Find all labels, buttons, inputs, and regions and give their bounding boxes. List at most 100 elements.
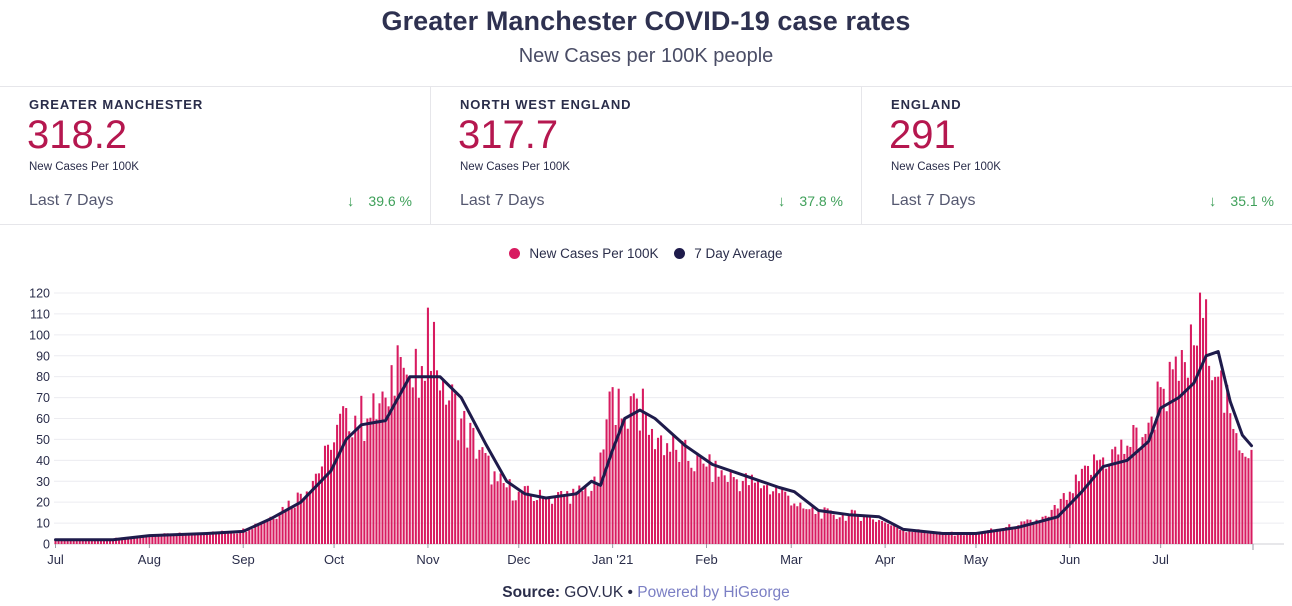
bar — [432, 321, 436, 544]
bar — [466, 447, 469, 544]
bar — [96, 539, 99, 544]
card-region-name: NORTH WEST ENGLAND — [460, 97, 632, 112]
bar — [999, 529, 1002, 544]
bar — [987, 530, 990, 544]
bar — [1208, 365, 1211, 544]
bar — [420, 366, 423, 544]
legend-item-new-cases[interactable]: New Cases Per 100K — [509, 246, 658, 261]
bar — [675, 449, 678, 544]
bar — [638, 430, 641, 544]
bar — [193, 534, 196, 544]
bar — [920, 531, 923, 544]
bar — [1038, 521, 1041, 544]
bar — [475, 458, 478, 544]
bar — [323, 445, 327, 544]
x-tick-label: Aug — [138, 552, 161, 567]
bar — [911, 531, 914, 544]
card-change-value: 35.1 % — [1230, 193, 1274, 209]
bar — [602, 449, 605, 544]
x-tick-label: Dec — [507, 552, 531, 567]
y-tick-label: 30 — [36, 475, 50, 489]
bar — [699, 455, 702, 544]
bar — [926, 533, 929, 544]
y-tick-label: 40 — [36, 454, 50, 468]
bar — [1083, 465, 1086, 544]
bar — [205, 533, 208, 544]
bar — [1108, 465, 1111, 544]
bar — [1062, 493, 1065, 544]
bar — [687, 460, 690, 544]
bar — [835, 518, 838, 544]
y-tick-label: 10 — [36, 517, 50, 531]
x-tick-label: Oct — [324, 552, 345, 567]
bar — [233, 533, 236, 544]
bar — [1065, 499, 1068, 544]
bar — [463, 410, 466, 544]
bar — [980, 533, 984, 544]
bar — [121, 537, 124, 544]
bar — [263, 521, 266, 544]
bar — [429, 370, 432, 544]
x-tick-label: May — [964, 552, 989, 567]
bar — [532, 501, 535, 544]
bar — [666, 443, 669, 544]
bar — [572, 488, 575, 544]
bar — [1156, 381, 1159, 544]
bar — [829, 510, 832, 544]
card-period: Last 7 Days — [460, 192, 545, 209]
bar — [1029, 519, 1032, 544]
bar — [345, 408, 348, 544]
bar — [569, 503, 572, 544]
powered-by-link[interactable]: Powered by HiGeorge — [637, 584, 790, 601]
bar — [1074, 474, 1077, 544]
bar — [902, 529, 905, 544]
legend-item-7-day-average[interactable]: 7 Day Average — [674, 246, 783, 261]
bar — [796, 506, 799, 544]
bar — [538, 489, 541, 544]
bar — [832, 514, 835, 544]
bar — [729, 470, 732, 544]
bar — [984, 532, 987, 544]
bar — [208, 534, 211, 544]
bar — [893, 523, 896, 544]
bar — [544, 497, 548, 544]
bar — [756, 479, 759, 544]
source-name: GOV.UK — [564, 584, 624, 601]
bar — [590, 490, 593, 544]
bar — [269, 516, 272, 544]
bar — [99, 539, 102, 544]
bar — [820, 518, 823, 544]
bar — [681, 440, 684, 544]
bar — [523, 486, 526, 544]
bar — [299, 493, 302, 544]
bar — [469, 422, 472, 544]
bar — [554, 497, 557, 544]
bar — [650, 428, 654, 544]
bar — [402, 367, 405, 544]
bar — [133, 536, 136, 544]
bar — [1168, 361, 1171, 544]
bar — [381, 391, 384, 544]
bar — [1041, 516, 1044, 544]
bar — [245, 531, 248, 544]
bar — [1195, 345, 1199, 544]
bar — [1011, 529, 1014, 544]
legend-label: New Cases Per 100K — [529, 246, 659, 261]
bar — [487, 455, 490, 544]
bar — [1032, 522, 1035, 544]
bar — [490, 484, 493, 544]
bar — [871, 519, 875, 544]
bar — [1244, 456, 1247, 544]
bar — [548, 497, 551, 544]
bar — [693, 471, 696, 544]
bar — [935, 533, 938, 544]
card-region-name: ENGLAND — [891, 97, 962, 112]
bar — [448, 400, 451, 544]
bar — [557, 492, 560, 544]
bar — [57, 539, 60, 544]
card-period: Last 7 Days — [29, 192, 114, 209]
bar — [390, 365, 393, 544]
bar — [1214, 376, 1217, 544]
card-england: ENGLAND 291 New Cases Per 100K Last 7 Da… — [862, 87, 1292, 224]
bar — [357, 428, 360, 544]
